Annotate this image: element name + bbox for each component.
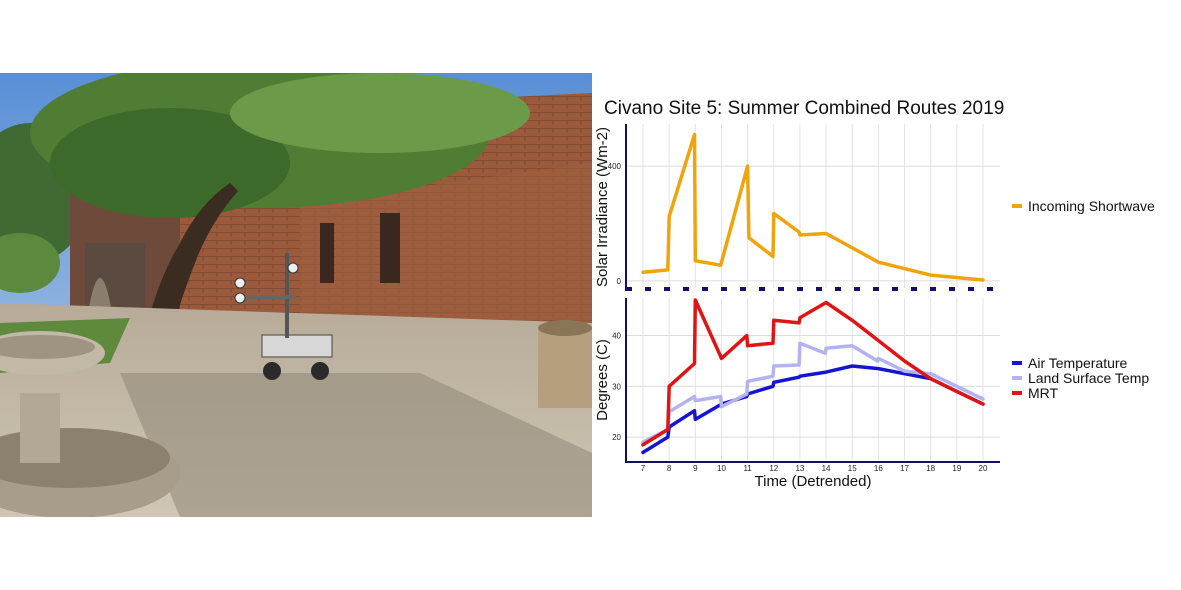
x-axis-label: Time (Detrended): [755, 473, 872, 490]
legend-label: Land Surface Temp: [1028, 370, 1149, 386]
x-tick-label: 15: [848, 464, 857, 473]
x-tick-label: 7: [641, 464, 646, 473]
x-tick-label: 11: [743, 464, 752, 473]
series-line: [641, 341, 985, 444]
y-axis-label: Solar Irradiance (Wm-2): [594, 127, 611, 287]
y-tick-labels: 0 400: [608, 162, 622, 286]
x-tick-label: 8: [667, 464, 672, 473]
y-tick-label: 30: [612, 382, 621, 391]
gridlines: [626, 124, 1000, 288]
x-tick-label: 16: [874, 464, 883, 473]
series-line: [641, 364, 985, 455]
y-tick-label: 0: [617, 277, 622, 286]
x-tick-label: 12: [769, 464, 778, 473]
x-tick-label: 20: [979, 464, 988, 473]
y-tick-label: 20: [612, 433, 621, 442]
legend-label: Air Temperature: [1028, 355, 1128, 371]
x-tick-label: 18: [926, 464, 935, 473]
y-tick-labels: 20 30 40: [612, 332, 621, 443]
series-line: [641, 132, 985, 282]
y-tick-label: 400: [608, 162, 622, 171]
x-tick-label: 10: [717, 464, 726, 473]
series-lines: [641, 132, 985, 282]
x-tick-label: 17: [900, 464, 909, 473]
series-lines: [641, 298, 985, 455]
legend-label: Incoming Shortwave: [1028, 198, 1155, 214]
temperature-panel: 20 30 40 7 8 9 10 11 12 13 14 15 16 17 18 19 20 Degrees…: [594, 298, 1000, 490]
x-tick-label: 14: [822, 464, 831, 473]
x-tick-labels: 7 8 9 10 11 12 13 14 15 16 17 18 19 20: [641, 464, 988, 473]
chart-title: Civano Site 5: Summer Combined Routes 20…: [604, 98, 1005, 119]
x-tick-label: 13: [795, 464, 804, 473]
y-tick-label: 40: [612, 332, 621, 341]
series-line: [641, 298, 985, 447]
x-tick-label: 9: [693, 464, 698, 473]
courtyard-photo: [0, 73, 592, 517]
legend-solar: Incoming Shortwave: [1012, 198, 1155, 214]
x-tick-label: 19: [952, 464, 961, 473]
y-axis-label: Degrees (C): [594, 339, 611, 421]
legend-label: MRT: [1028, 385, 1059, 401]
solar-irradiance-panel: 0 400 Solar Irradiance (Wm-2): [594, 124, 1000, 291]
